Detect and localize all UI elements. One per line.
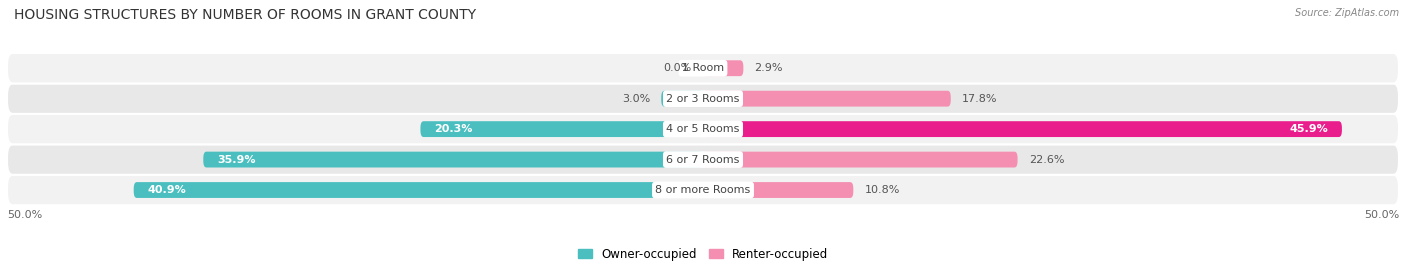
FancyBboxPatch shape <box>7 83 1399 114</box>
Text: 40.9%: 40.9% <box>148 185 187 195</box>
Text: 8 or more Rooms: 8 or more Rooms <box>655 185 751 195</box>
FancyBboxPatch shape <box>661 91 703 107</box>
Text: 35.9%: 35.9% <box>217 155 256 165</box>
Text: 20.3%: 20.3% <box>434 124 472 134</box>
Legend: Owner-occupied, Renter-occupied: Owner-occupied, Renter-occupied <box>572 243 834 265</box>
Text: 50.0%: 50.0% <box>7 210 42 220</box>
FancyBboxPatch shape <box>703 182 853 198</box>
FancyBboxPatch shape <box>703 121 1341 137</box>
FancyBboxPatch shape <box>7 144 1399 175</box>
Text: 6 or 7 Rooms: 6 or 7 Rooms <box>666 155 740 165</box>
FancyBboxPatch shape <box>703 152 1018 168</box>
FancyBboxPatch shape <box>7 53 1399 83</box>
FancyBboxPatch shape <box>420 121 703 137</box>
Text: 17.8%: 17.8% <box>962 94 997 104</box>
Text: 22.6%: 22.6% <box>1029 155 1064 165</box>
FancyBboxPatch shape <box>703 91 950 107</box>
FancyBboxPatch shape <box>134 182 703 198</box>
Text: 1 Room: 1 Room <box>682 63 724 73</box>
Text: 2 or 3 Rooms: 2 or 3 Rooms <box>666 94 740 104</box>
FancyBboxPatch shape <box>7 114 1399 144</box>
Text: 0.0%: 0.0% <box>664 63 692 73</box>
Text: 50.0%: 50.0% <box>1364 210 1399 220</box>
FancyBboxPatch shape <box>7 175 1399 205</box>
Text: 10.8%: 10.8% <box>865 185 900 195</box>
Text: Source: ZipAtlas.com: Source: ZipAtlas.com <box>1295 8 1399 18</box>
Text: 2.9%: 2.9% <box>755 63 783 73</box>
Text: 45.9%: 45.9% <box>1289 124 1329 134</box>
Text: 3.0%: 3.0% <box>621 94 650 104</box>
FancyBboxPatch shape <box>703 60 744 76</box>
Text: 4 or 5 Rooms: 4 or 5 Rooms <box>666 124 740 134</box>
FancyBboxPatch shape <box>204 152 703 168</box>
Text: HOUSING STRUCTURES BY NUMBER OF ROOMS IN GRANT COUNTY: HOUSING STRUCTURES BY NUMBER OF ROOMS IN… <box>14 8 477 22</box>
